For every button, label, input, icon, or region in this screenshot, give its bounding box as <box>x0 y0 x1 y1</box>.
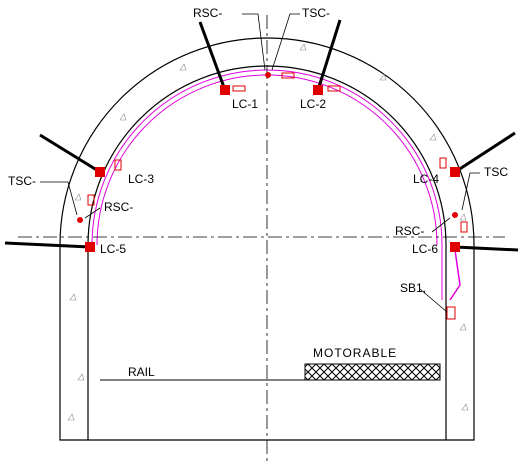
membrane <box>91 69 443 300</box>
label: RSC- <box>193 6 222 20</box>
label: LC-2 <box>300 97 326 111</box>
leader <box>40 13 480 313</box>
motorable-slab <box>304 363 441 381</box>
outer-lining <box>59 37 475 441</box>
label: SB1, <box>400 281 426 295</box>
label: LC-5 <box>100 242 126 256</box>
label: LC-3 <box>128 172 154 186</box>
label: TSC- <box>302 6 330 20</box>
label: LC-6 <box>412 242 438 256</box>
concrete-hatch <box>67 43 469 421</box>
label: TSC- <box>8 174 36 188</box>
label: RSC- <box>395 224 424 238</box>
label: RSC- <box>104 200 133 214</box>
membrane <box>449 249 461 301</box>
sensor-box <box>87 72 468 320</box>
label: LC-4 <box>413 172 439 186</box>
label: TSC <box>484 165 508 179</box>
label: MOTORABLE <box>313 346 397 360</box>
sensor <box>77 72 460 252</box>
label: RAIL <box>128 365 155 379</box>
rock-bolt <box>4 19 519 252</box>
label: LC-1 <box>232 97 258 111</box>
